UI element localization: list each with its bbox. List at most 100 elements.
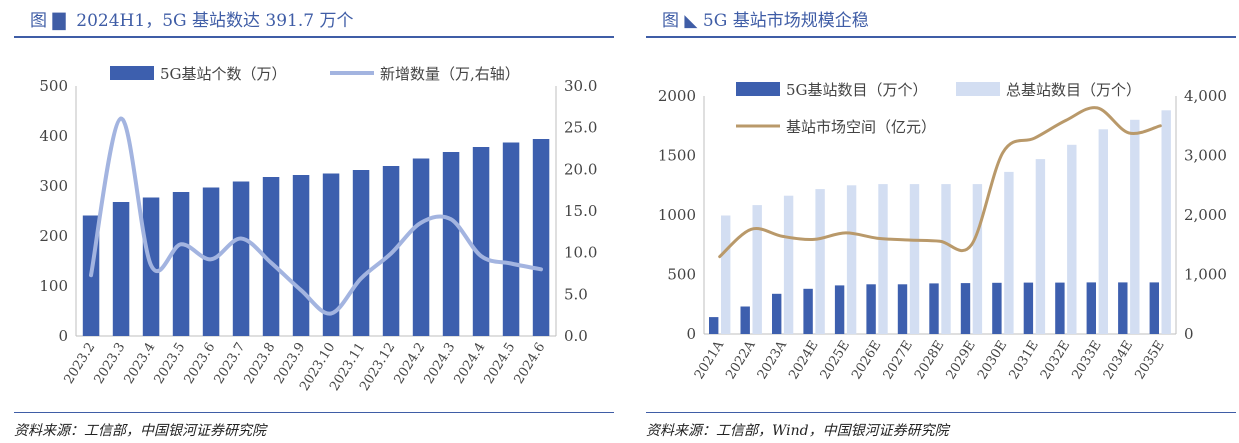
- left-legend-label: 5G基站个数（万）: [160, 65, 287, 83]
- left-bar-primary: [202, 187, 220, 336]
- right-bar-secondary: [1161, 110, 1171, 334]
- right-bar-primary: [1118, 282, 1128, 334]
- right-y-right-tick-label: 4,000: [1184, 87, 1227, 105]
- left-bar-primary: [352, 170, 370, 336]
- right-bar-secondary: [1098, 129, 1108, 334]
- right-bar-secondary: [783, 195, 794, 334]
- left-y-left-tick-label: 200: [39, 227, 68, 245]
- right-bar-primary: [897, 284, 908, 334]
- right-y-right-tick-label: 1,000: [1184, 266, 1227, 284]
- left-y-left-tick-label: 400: [39, 127, 68, 145]
- right-bar-secondary: [909, 184, 920, 334]
- right-legend-swatch: [956, 82, 1000, 96]
- left-figure-title-prefix: 图: [30, 11, 47, 31]
- right-bar-primary: [1023, 282, 1034, 334]
- right-y-left-tick-label: 1500: [658, 147, 696, 165]
- left-bar-primary: [262, 177, 280, 336]
- right-x-tick-label: 2033E: [1069, 338, 1104, 382]
- left-bar-primary: [532, 139, 550, 336]
- right-x-tick-label: 2030E: [975, 338, 1010, 382]
- right-legend-label: 5G基站数目（万个）: [786, 81, 928, 99]
- right-bar-primary: [772, 293, 782, 334]
- left-title-rule: [14, 36, 614, 38]
- left-source-note: 资料来源：工信部，中国银河证券研究院: [14, 423, 266, 439]
- right-bar-secondary: [815, 189, 825, 334]
- right-x-tick-label: 2021A: [692, 338, 728, 382]
- right-bar-primary: [929, 283, 939, 334]
- right-x-tick-label: 2022A: [723, 338, 759, 382]
- right-x-tick-label: 2035E: [1132, 338, 1167, 382]
- right-y-left-tick-label: 2000: [658, 87, 696, 105]
- right-y-right-tick-label: 0: [1184, 325, 1194, 343]
- left-source-rule: [14, 412, 614, 413]
- right-x-tick-label: 2031E: [1007, 338, 1042, 382]
- right-x-tick-label: 2026E: [849, 338, 884, 382]
- right-figure-title: 图 ◣ 5G 基站市场规模企稳: [662, 6, 869, 31]
- left-bar-primary: [442, 152, 460, 336]
- left-legend-label: 新增数量（万,右轴）: [380, 65, 520, 83]
- left-bar-primary: [472, 147, 490, 336]
- left-y-right-tick-label: 15.0: [564, 202, 597, 220]
- left-y-right-tick-label: 20.0: [564, 160, 597, 178]
- right-legend-label: 基站市场空间（亿元）: [786, 118, 936, 136]
- right-x-tick-label: 2024E: [786, 338, 821, 382]
- right-bar-primary: [1149, 282, 1159, 334]
- right-figure-title-prefix: 图: [662, 11, 679, 31]
- right-chart: 0 500 1000 1500 2000 0 1,000 2,000 3,000 4,000 202…: [658, 81, 1227, 382]
- right-bar-secondary: [878, 184, 888, 334]
- left-y-left-tick-label: 0: [58, 327, 68, 345]
- right-source-note: 资料来源：工信部，Wind，中国银河证券研究院: [646, 423, 949, 439]
- right-y-left-tick-label: 0: [686, 325, 696, 343]
- right-y-right-tick-label: 2,000: [1184, 206, 1227, 224]
- left-bar-primary: [232, 181, 250, 336]
- left-y-right-tick-label: 25.0: [564, 119, 597, 137]
- right-bar-secondary: [752, 205, 762, 334]
- left-y-right-tick-label: 5.0: [564, 285, 588, 303]
- right-series-line: [718, 106, 1162, 259]
- left-x-tick-label: 2024.6: [512, 340, 549, 387]
- left-y-right-tick-label: 30.0: [564, 77, 597, 95]
- right-bar-secondary: [941, 184, 951, 334]
- right-bar-secondary: [721, 215, 731, 334]
- right-x-tick-label: 2029E: [944, 338, 979, 382]
- right-x-tick-label: 2025E: [818, 338, 853, 382]
- right-bar-secondary: [846, 185, 857, 335]
- left-bar-primary: [112, 202, 130, 336]
- right-bar-primary: [709, 317, 719, 334]
- left-figure-title-spacer: ▇: [47, 11, 77, 31]
- right-source-rule: [646, 412, 1236, 413]
- right-x-tick-label: 2027E: [881, 338, 916, 382]
- left-y-right-tick-label: 0.0: [564, 327, 588, 345]
- right-bar-primary: [803, 288, 813, 334]
- right-bar-primary: [1086, 282, 1096, 334]
- right-figure-panel: 图 ◣ 5G 基站市场规模企稳 0 500 1000 1500 2000 0 1,000 2,…: [640, 0, 1239, 443]
- right-x-tick-label: 2032E: [1038, 338, 1073, 382]
- left-chart: 0 100 200 300 400 500 0.0 5.0 10.0 15.0 20.0 25.0 30…: [39, 65, 597, 394]
- right-bar-secondary: [1004, 171, 1014, 334]
- right-bar-primary: [960, 283, 971, 334]
- right-bar-primary: [992, 282, 1002, 334]
- right-title-rule: [646, 36, 1236, 38]
- left-figure-title-text: 2024H1，5G 基站数达 391.7 万个: [76, 11, 354, 31]
- right-bar-secondary: [1130, 119, 1140, 334]
- right-legend-swatch: [736, 82, 780, 96]
- left-y-right-tick-label: 10.0: [564, 244, 597, 262]
- left-figure-title: 图 ▇ 2024H1，5G 基站数达 391.7 万个: [30, 6, 353, 31]
- left-bar-primary: [172, 192, 190, 336]
- right-figure-title-text: 5G 基站市场规模企稳: [702, 11, 869, 31]
- left-y-left-tick-label: 100: [39, 277, 68, 295]
- right-bar-primary: [866, 284, 876, 334]
- right-legend-label: 总基站数目（万个）: [1006, 81, 1141, 99]
- right-y-left-tick-label: 500: [667, 266, 696, 284]
- right-bar-primary: [740, 306, 750, 334]
- left-legend-swatch: [110, 66, 154, 80]
- right-figure-title-spacer: ◣: [679, 11, 703, 31]
- left-bar-primary: [502, 142, 520, 336]
- left-y-left-tick-label: 300: [39, 177, 68, 195]
- left-figure-panel: 图 ▇ 2024H1，5G 基站数达 391.7 万个 0 100 200 300 40…: [14, 6, 614, 439]
- right-bar-secondary: [1035, 159, 1046, 334]
- right-x-tick-label: 2023A: [755, 338, 791, 382]
- right-bar-primary: [834, 285, 845, 334]
- right-y-right-tick-label: 3,000: [1184, 147, 1227, 165]
- right-x-tick-label: 2028E: [912, 338, 947, 382]
